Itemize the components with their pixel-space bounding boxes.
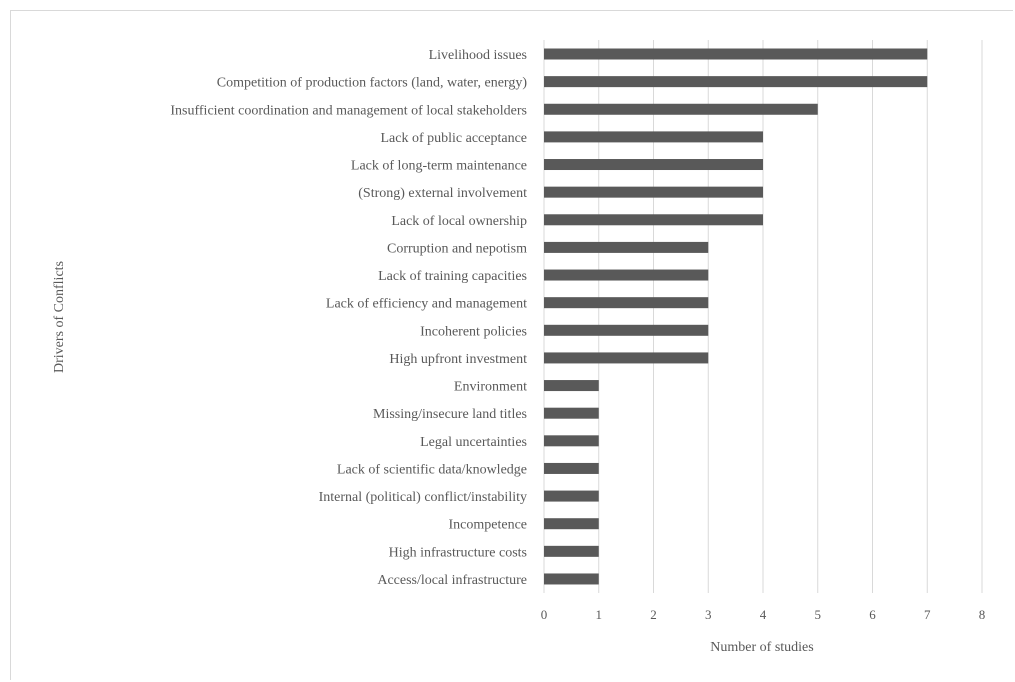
category-label: Lack of public acceptance — [380, 131, 527, 146]
bar — [544, 407, 599, 419]
bar — [544, 435, 599, 447]
category-label: High upfront investment — [389, 352, 527, 367]
bar — [544, 462, 599, 474]
x-tick-label: 8 — [979, 607, 986, 622]
bar — [544, 324, 709, 336]
bar — [544, 380, 599, 392]
x-axis-title: Number of studies — [710, 640, 813, 655]
category-label: Lack of efficiency and management — [326, 297, 527, 312]
category-label: Livelihood issues — [429, 48, 527, 63]
bar — [544, 241, 709, 253]
y-axis-title: Drivers of Conflicts — [52, 261, 67, 373]
chart-frame — [10, 10, 1013, 680]
category-label: Competition of production factors (land,… — [217, 76, 528, 91]
category-label: High infrastructure costs — [389, 545, 527, 560]
bar — [544, 269, 709, 281]
x-tick-label: 4 — [760, 607, 767, 622]
bar — [544, 159, 763, 171]
category-label: Lack of local ownership — [391, 214, 527, 229]
category-label: Corruption and nepotism — [387, 241, 527, 256]
x-tick-label: 1 — [596, 607, 603, 622]
bar — [544, 490, 599, 502]
x-tick-label: 6 — [869, 607, 876, 622]
bar — [544, 297, 709, 309]
category-label: Legal uncertainties — [420, 435, 527, 450]
bar — [544, 186, 763, 198]
category-label: Missing/insecure land titles — [373, 407, 527, 422]
bar — [544, 573, 599, 585]
category-label: Lack of training capacities — [378, 269, 527, 284]
bar — [544, 131, 763, 143]
bar — [544, 103, 818, 115]
category-labels: Livelihood issues Competition of producti… — [170, 48, 527, 588]
category-label: Access/local infrastructure — [377, 573, 527, 588]
x-tick-label: 5 — [815, 607, 822, 622]
x-tick-labels: 0 1 2 3 4 5 6 7 8 — [541, 607, 986, 622]
category-label: Environment — [454, 380, 527, 395]
category-label: (Strong) external involvement — [358, 186, 527, 201]
category-label: Lack of scientific data/knowledge — [337, 462, 527, 477]
category-label: Insufficient coordination and management… — [170, 103, 527, 118]
category-label: Incompetence — [448, 518, 527, 533]
x-tick-label: 3 — [705, 607, 712, 622]
bars — [544, 48, 928, 585]
x-tick-label: 2 — [650, 607, 657, 622]
bar — [544, 545, 599, 557]
bar — [544, 352, 709, 364]
bar — [544, 76, 928, 88]
bar — [544, 214, 763, 226]
gridlines — [543, 40, 983, 593]
category-label: Internal (political) conflict/instabilit… — [319, 490, 527, 505]
category-label: Incoherent policies — [420, 324, 527, 339]
x-tick-label: 0 — [541, 607, 548, 622]
bar — [544, 518, 599, 530]
bar — [544, 48, 928, 60]
category-label: Lack of long-term maintenance — [351, 159, 527, 174]
x-tick-label: 7 — [924, 607, 931, 622]
